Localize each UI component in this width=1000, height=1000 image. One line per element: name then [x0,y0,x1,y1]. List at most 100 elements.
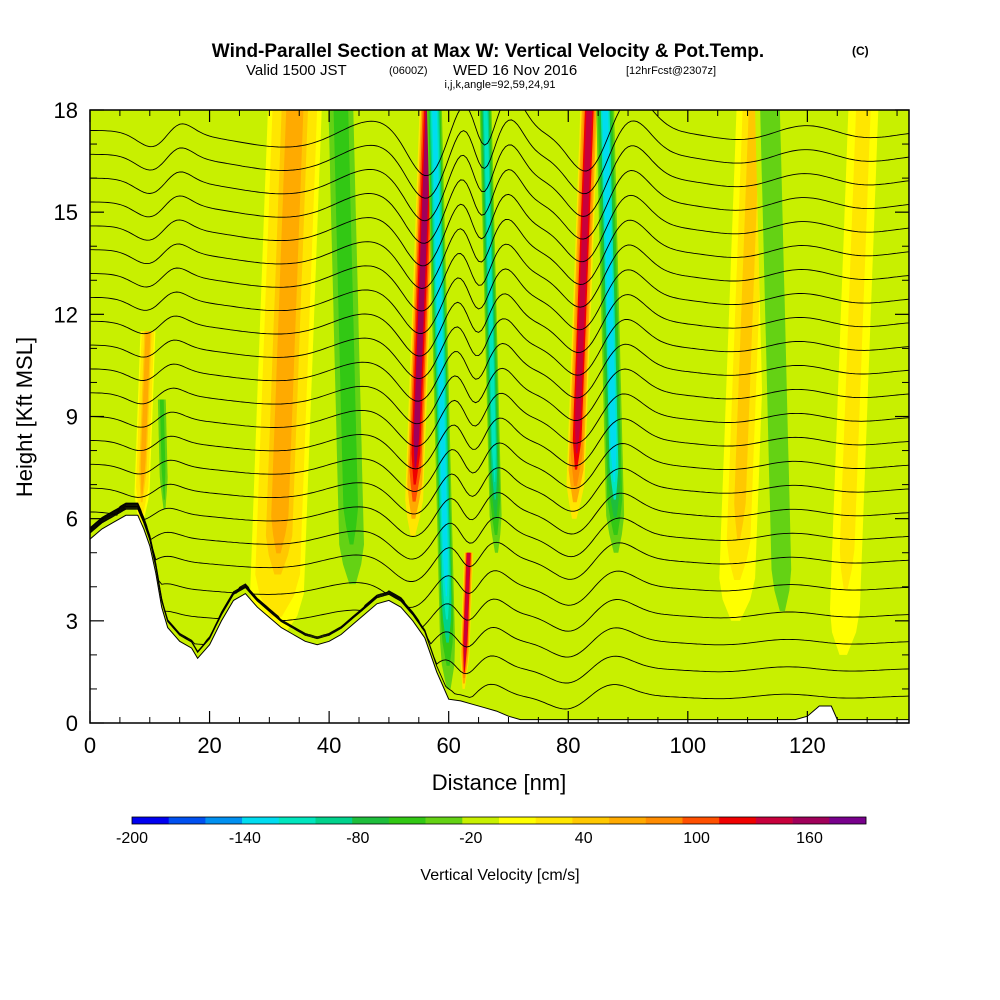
theta-contour [90,318,909,380]
theta-contour [90,467,909,515]
chart-subtitle-utc: (0600Z) [389,65,428,77]
colorbar-swatch [168,817,206,824]
velocity-feature [155,399,170,519]
x-tick-label: 80 [556,733,580,758]
colorbar-tick-label: -80 [346,830,369,847]
theta-contour [90,268,909,334]
colorbar-swatch [425,817,463,824]
theta-contour [90,218,909,289]
velocity-band [575,110,593,454]
x-axis-title: Distance [nm] [432,770,567,795]
theta-contour [90,169,909,244]
colorbar-swatch [792,817,830,824]
x-tick-label: 100 [669,733,706,758]
velocity-band [602,110,617,482]
colorbar-tick-label: 40 [575,830,593,847]
colorbar-swatch [132,817,169,824]
velocity-band [765,110,786,568]
colorbar-tick-label: 100 [683,830,710,847]
colorbar-frame [131,816,867,825]
velocity-band [464,552,471,668]
theta-contour [90,442,909,492]
x-tick-label: 60 [436,733,460,758]
colorbar-swatch [645,817,683,824]
velocity-band [734,110,761,540]
title-block: Wind-Parallel Section at Max W: Vertical… [212,41,869,91]
velocity-feature [830,110,879,655]
theta-contours [90,110,909,710]
terrain-mask [89,514,910,724]
chart-title-copyright: (C) [852,44,869,58]
velocity-feature [134,331,156,526]
y-tick-label: 6 [66,507,78,532]
theta-contour [90,193,909,267]
velocity-feature [596,110,625,553]
axis-ticks: 0 20 40 60 80 100 120 0 3 6 9 12 15 18 [54,98,909,758]
theta-contour [90,504,909,582]
colorbar-tick-label: -200 [116,830,148,847]
y-tick-label: 9 [66,405,78,430]
colorbar-tick-label: -20 [459,830,482,847]
theta-contour [90,343,909,402]
chart-subtitle-date: WED 16 Nov 2016 [453,62,577,79]
theta-contour [90,508,909,710]
theta-contour [90,144,909,222]
colorbar-swatch [609,817,647,824]
chart-title: Wind-Parallel Section at Max W: Vertical… [212,41,764,62]
colorbar-swatch [829,817,867,824]
colorbar-swatch [535,817,573,824]
x-tick-label: 40 [317,733,341,758]
velocity-band [843,110,869,568]
y-axis-title: Height [Kft MSL] [12,337,37,497]
x-tick-label: 20 [197,733,221,758]
colorbar-swatch [352,817,390,824]
theta-contour [90,506,909,658]
colorbar-swatch [572,817,610,824]
theta-contour [90,492,909,537]
colorbar-swatch [462,817,500,824]
theta-contour [90,293,909,357]
velocity-band [159,399,166,500]
x-tick-label: 0 [84,733,96,758]
velocity-band [140,331,151,495]
colorbar-swatch [755,817,793,824]
velocity-band [483,110,496,482]
chart-subtitle-forecast: [12hrFcst@2307z] [626,65,716,77]
colorbar-swatch [278,817,316,824]
velocity-feature [326,110,367,604]
y-tick-label: 18 [54,98,78,123]
colorbar-title: Vertical Velocity [cm/s] [420,867,579,884]
velocity-feature [566,110,599,519]
theta-contour [90,392,909,447]
y-tick-label: 0 [66,711,78,736]
y-tick-label: 3 [66,609,78,634]
colorbar-tick-label: 160 [796,830,823,847]
theta-contour [90,119,909,199]
theta-contour [90,417,909,470]
theta-contour [90,367,909,425]
plot-area: 0 20 40 60 80 100 120 0 3 6 9 12 15 18 [54,98,910,758]
colorbar-swatch [682,817,720,824]
colorbar-swatch [315,817,353,824]
x-tick-label: 120 [789,733,826,758]
chart-subtitle-valid: Valid 1500 JST [246,62,347,79]
y-tick-label: 12 [54,302,78,327]
colorbar-swatch [719,817,757,824]
colorbar-swatch [499,817,536,824]
y-tick-label: 15 [54,200,78,225]
theta-contour [90,505,909,608]
velocity-feature [479,110,502,553]
colorbar-tick-label: -140 [229,830,261,847]
theta-contour [90,507,909,684]
colorbar-swatch [242,817,280,824]
colorbar: -200 -140 -80 -20 40 100 160 [116,816,867,847]
theta-contour [90,110,909,177]
theta-contour [90,503,909,560]
colorbar-swatch [205,817,243,824]
theta-contour [90,243,909,312]
velocity-band [271,110,304,554]
velocity-feature [460,552,474,689]
theta-contour [90,506,909,632]
chart-subtitle-indices: i,j,k,angle=92,59,24,91 [444,79,555,91]
